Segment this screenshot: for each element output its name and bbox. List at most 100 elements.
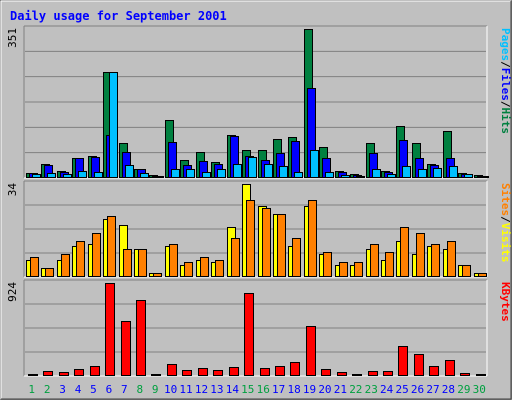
- bar-sites-5: [92, 233, 101, 277]
- bar-kbytes-3: [59, 372, 69, 376]
- bar-kbytes-16: [260, 368, 270, 376]
- y-max-label: 34: [6, 183, 19, 197]
- bar-sites-26: [416, 233, 425, 277]
- chart-title: Daily usage for September 2001: [10, 9, 227, 23]
- bar-sites-4: [76, 241, 85, 277]
- bar-pages-29: [464, 174, 473, 178]
- bar-kbytes-6: [105, 283, 115, 376]
- x-axis-labels: 1 2 3 4 5 6 7 8 9 10 11 12 13 14 15 16 17 18 19 20 21 22 23 24 2…: [28, 383, 486, 396]
- x-tick-label: 19: [303, 383, 316, 396]
- bar-kbytes-1: [28, 374, 38, 376]
- bar-sites-11: [184, 262, 193, 277]
- bar-sites-22: [354, 262, 363, 277]
- bar-kbytes-14: [229, 367, 239, 376]
- bar-pages-19: [310, 150, 319, 178]
- bar-sites-23: [370, 244, 379, 277]
- bar-pages-10: [171, 169, 180, 178]
- bar-sites-12: [200, 257, 209, 277]
- x-tick-label: 3: [59, 383, 66, 396]
- bar-kbytes-26: [414, 354, 424, 376]
- bar-kbytes-2: [43, 371, 53, 376]
- bar-kbytes-29: [460, 373, 470, 376]
- bar-sites-25: [400, 227, 409, 277]
- bar-sites-17: [277, 214, 286, 277]
- bar-pages-14: [233, 164, 242, 178]
- x-tick-label: 8: [136, 383, 143, 396]
- bar-sites-14: [231, 238, 240, 277]
- legend-entry: /: [499, 101, 512, 108]
- y-max-label: 924: [6, 282, 19, 302]
- x-tick-label: 20: [318, 383, 331, 396]
- x-tick-label: 5: [90, 383, 97, 396]
- x-tick-label: 11: [179, 383, 192, 396]
- bar-sites-20: [323, 252, 332, 277]
- series-pages: [32, 72, 489, 178]
- x-tick-label: 30: [473, 383, 486, 396]
- bar-kbytes-5: [90, 366, 100, 376]
- legend-entry: Visits: [499, 223, 512, 263]
- y-max-label: 351: [6, 28, 19, 48]
- bar-pages-28: [449, 166, 458, 178]
- x-tick-label: 16: [257, 383, 270, 396]
- bar-kbytes-18: [290, 362, 300, 376]
- bar-pages-13: [217, 169, 226, 178]
- bar-sites-27: [431, 244, 440, 277]
- bar-sites-29: [462, 265, 471, 277]
- bar-kbytes-15: [244, 293, 254, 376]
- bar-kbytes-4: [74, 369, 84, 376]
- bar-pages-30: [480, 176, 489, 178]
- bar-sites-8: [138, 249, 147, 277]
- bar-pages-7: [125, 165, 134, 178]
- bar-sites-1: [30, 257, 39, 277]
- bar-pages-18: [294, 172, 303, 178]
- series-sites: [30, 200, 487, 277]
- bar-pages-24: [387, 174, 396, 178]
- bar-kbytes-7: [121, 321, 131, 376]
- x-tick-label: 6: [106, 383, 113, 396]
- bar-pages-6: [109, 72, 118, 178]
- bar-pages-21: [341, 175, 350, 178]
- bar-kbytes-9: [151, 374, 161, 376]
- bar-pages-27: [433, 168, 442, 178]
- bar-pages-17: [279, 166, 288, 178]
- bar-sites-19: [308, 200, 317, 277]
- legend-entry: Files: [499, 68, 512, 101]
- bar-kbytes-20: [321, 369, 331, 376]
- bar-kbytes-21: [337, 372, 347, 376]
- panel-hits-files-pages: 351 Pages/Files/Hits: [6, 25, 512, 179]
- bar-sites-28: [447, 241, 456, 277]
- bar-sites-15: [246, 200, 255, 277]
- bar-pages-23: [372, 169, 381, 178]
- x-tick-label: 13: [210, 383, 223, 396]
- legend-entry: /: [499, 61, 512, 68]
- x-tick-label: 24: [380, 383, 394, 396]
- x-tick-label: 23: [365, 383, 378, 396]
- bar-kbytes-8: [136, 300, 146, 376]
- bar-kbytes-24: [383, 371, 393, 376]
- bar-pages-11: [186, 169, 195, 178]
- x-tick-label: 28: [442, 383, 455, 396]
- bar-pages-16: [264, 164, 273, 178]
- x-tick-label: 2: [44, 383, 51, 396]
- x-tick-label: 15: [241, 383, 254, 396]
- legend: Sites/Visits: [499, 183, 512, 263]
- x-tick-label: 9: [152, 383, 159, 396]
- bar-pages-12: [202, 172, 211, 178]
- bar-sites-24: [385, 252, 394, 277]
- bar-sites-3: [61, 254, 70, 277]
- bar-pages-2: [47, 173, 56, 178]
- bar-kbytes-12: [198, 368, 208, 376]
- bar-kbytes-23: [368, 371, 378, 376]
- x-tick-label: 27: [426, 383, 439, 396]
- bar-sites-2: [45, 268, 54, 277]
- legend: Pages/Files/Hits: [499, 28, 512, 134]
- x-tick-label: 10: [164, 383, 177, 396]
- bar-kbytes-28: [445, 360, 455, 376]
- bar-sites-9: [153, 273, 162, 277]
- bar-kbytes-27: [429, 366, 439, 376]
- x-tick-label: 17: [272, 383, 285, 396]
- x-tick-label: 7: [121, 383, 128, 396]
- bar-kbytes-22: [352, 374, 362, 376]
- legend-entry: Hits: [499, 108, 512, 135]
